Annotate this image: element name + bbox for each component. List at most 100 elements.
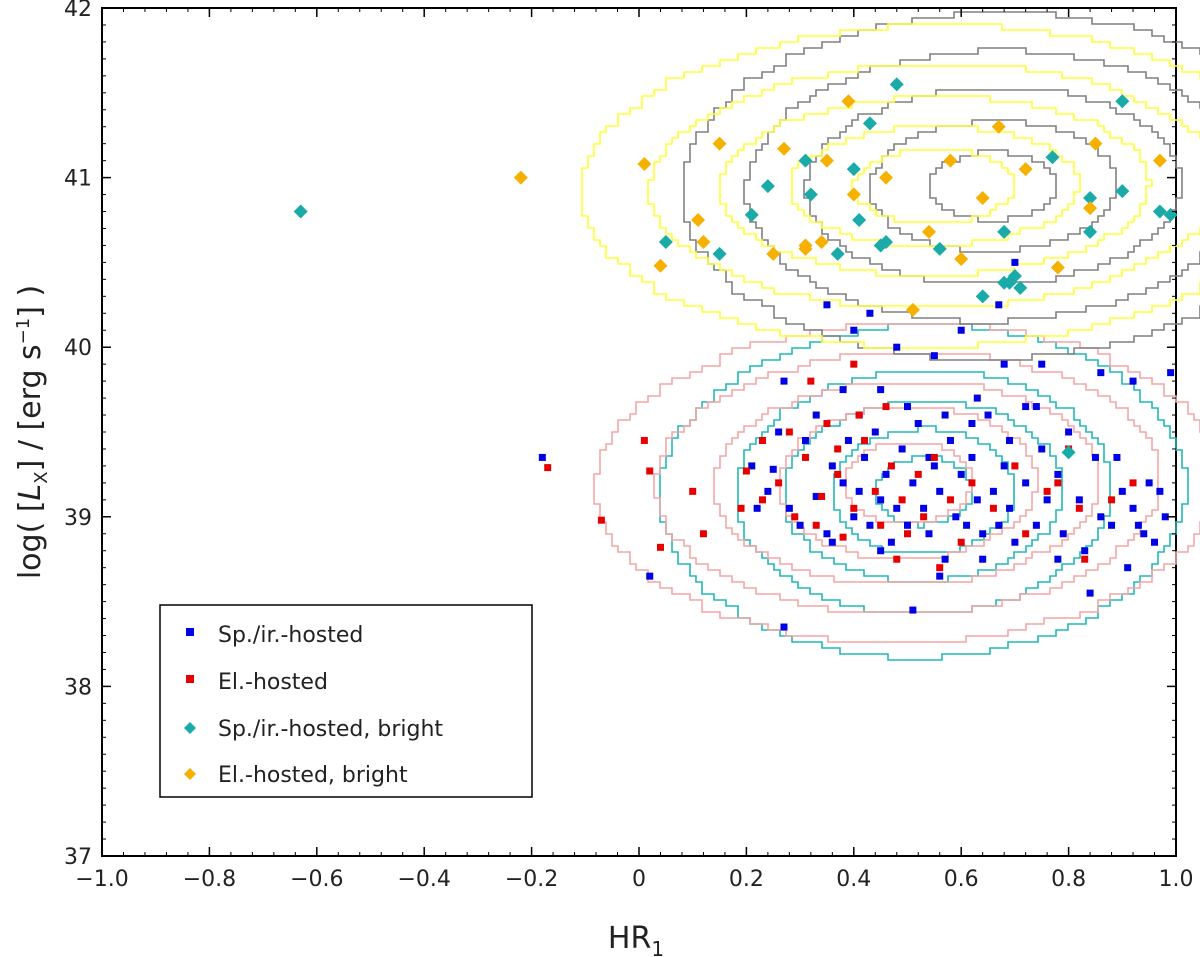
sp-ir-hosted-point [1097, 513, 1105, 521]
el-hosted-point [920, 513, 928, 521]
sp-ir-hosted-point [823, 301, 831, 309]
sp-ir-hosted-bright-point [975, 289, 990, 304]
el-bright-contour-4 [647, 65, 1200, 307]
sp-ir-hosted-point [769, 465, 777, 473]
sp-ir-hosted-point [1043, 496, 1051, 504]
series-el-hosted [544, 360, 1137, 572]
sp-ir-hosted-point [1091, 453, 1099, 461]
sp-ir-hosted-point [973, 394, 981, 402]
sp-ir-hosted-point [861, 453, 869, 461]
sp-ir-hosted-bright-point [1007, 268, 1022, 283]
sp-ir-hosted-point [909, 606, 917, 614]
el-hosted-bright-point [1050, 260, 1065, 275]
sp-ir-hosted-point [957, 326, 965, 334]
el-hosted-point [737, 504, 745, 512]
el-hosted-bright-point [991, 119, 1006, 134]
sp-ir-hosted-point [968, 420, 976, 428]
sp-ir-hosted-point [989, 487, 997, 495]
el-hosted-bright-point [653, 258, 668, 273]
el-hosted-bright-point [921, 224, 936, 239]
sp-ir-hosted-point [887, 538, 895, 546]
el-hosted-point [818, 492, 826, 500]
y-tick-label: 39 [64, 506, 92, 531]
sp-ir-hosted-point [930, 352, 938, 360]
el-hosted-point [850, 504, 858, 512]
el-hosted-bright-point [846, 187, 861, 202]
sp-ir-hosted-point [812, 411, 820, 419]
el-hosted-point [887, 462, 895, 470]
legend-label-sp-bright: Sp./ir.-hosted, bright [218, 717, 443, 742]
el-hosted-point [914, 470, 922, 478]
sp-ir-hosted-point [893, 343, 901, 351]
sp-ir-hosted-point [1156, 487, 1164, 495]
sp-ir-hosted-point [904, 403, 911, 411]
el-hosted-bright-point [1018, 162, 1033, 177]
sp-ir-hosted-point [936, 572, 944, 580]
sp-ir-hosted-point [764, 487, 772, 495]
sp-ir-hosted-point [1011, 258, 1019, 266]
el-hosted-bright-point [712, 136, 727, 151]
el-hosted-bright-point [954, 252, 969, 267]
el-hosted-bright-point [814, 235, 829, 250]
sp-ir-hosted-point [801, 436, 809, 444]
legend-marker-sp-hosted [186, 628, 194, 636]
sp-bright-contour-5 [683, 11, 1200, 361]
sp-ir-hosted-point [1145, 479, 1153, 487]
sp-ir-hosted-bright-point [862, 116, 877, 131]
x-tick-label: −0.8 [183, 867, 236, 892]
sp-ir-hosted-point [973, 496, 981, 504]
el-contour-3 [713, 383, 1099, 583]
el-hosted-point [930, 453, 938, 461]
sp-ir-hosted-point [1054, 555, 1062, 563]
sp-ir-hosted-point [796, 521, 804, 529]
sp-ir-hosted-point [979, 555, 987, 563]
el-hosted-point [989, 504, 997, 512]
el-hosted-point [785, 428, 793, 436]
sp-ir-hosted-bright-point [852, 213, 867, 227]
sp-ir-hosted-point [1006, 436, 1014, 444]
el-hosted-bright-point [691, 213, 706, 227]
sp-ir-hosted-bright-point [712, 246, 727, 261]
el-hosted-point [968, 479, 976, 487]
x-tick-label: 0 [632, 867, 646, 892]
el-hosted-bright-point [975, 190, 990, 205]
el-hosted-bright-point [943, 153, 958, 168]
axes-layer: −1.0 −0.8 −0.6 −0.4 −0.2 0 0.2 0.4 0.6 0.8 1.0 37 38… [64, 0, 1194, 892]
sp-ir-hosted-point [823, 530, 831, 538]
sp-ir-hosted-bright-point [830, 246, 845, 261]
el-hosted-bright-point [841, 94, 856, 109]
el-bright-contour-5 [581, 23, 1200, 349]
el-hosted-point [904, 530, 911, 538]
el-hosted-point [893, 555, 901, 563]
el-hosted-point [759, 436, 767, 444]
el-hosted-bright-point [1083, 201, 1098, 216]
el-hosted-bright-point [637, 157, 652, 172]
sp-ir-hosted-point [1075, 496, 1083, 504]
sp-ir-hosted-point [748, 462, 756, 470]
sp-ir-hosted-point [1054, 470, 1062, 478]
el-hosted-bright-point [513, 170, 528, 185]
sp-ir-hosted-point [780, 377, 788, 385]
el-hosted-point [882, 403, 890, 411]
sp-ir-hosted-point [1038, 360, 1046, 368]
legend-label-el-hosted: El.-hosted [218, 670, 328, 695]
sp-ir-hosted-point [882, 470, 890, 478]
el-hosted-point [1022, 530, 1030, 538]
el-hosted-point [839, 533, 847, 541]
sp-ir-hosted-point [936, 487, 944, 495]
sp-ir-hosted-point [1086, 589, 1094, 597]
x-axis-label: HR1 [608, 921, 664, 957]
sp-ir-hosted-point [946, 436, 954, 444]
sp-ir-hosted-bright-point [1083, 224, 1098, 239]
el-hosted-point [807, 377, 815, 385]
sp-ir-hosted-point [1000, 462, 1008, 470]
sp-ir-hosted-point [925, 530, 933, 538]
y-tick-label: 40 [64, 336, 92, 361]
sp-ir-hosted-bright-point [1013, 280, 1028, 295]
sp-ir-hosted-point [1140, 530, 1148, 538]
sp-bright-contour-1 [929, 149, 1057, 223]
el-hosted-point [850, 360, 858, 368]
series-el-hosted-bright [513, 94, 1167, 317]
x-tick-label: 0.4 [836, 867, 871, 892]
x-tick-label: −0.4 [397, 867, 450, 892]
